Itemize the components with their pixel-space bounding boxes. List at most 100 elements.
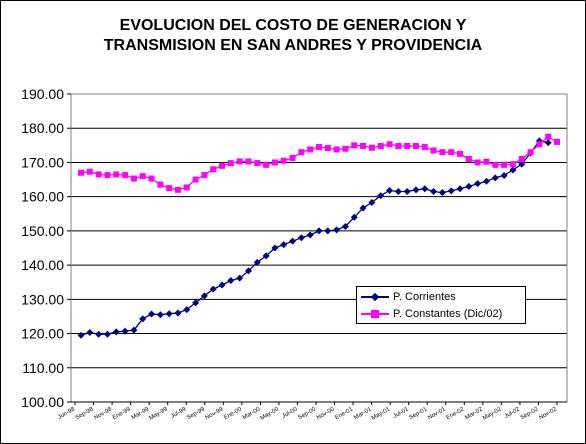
data-point [183,306,191,314]
x-tick-label: Sep-98 [75,406,95,421]
y-tick-label: 130.00 [21,291,64,307]
y-axis: 100.00 110.00 120.00 130.00 140.00 150.00 160.… [21,86,71,410]
x-tick-label: Ene-02 [446,406,466,421]
data-point [192,176,199,183]
data-point [86,168,93,175]
legend: P. Corrientes P. Constantes (Dic/02) [356,286,526,324]
x-tick-label: May-02 [482,406,503,422]
data-point [210,166,217,173]
data-point [412,186,420,194]
x-tick-label: Nov-02 [538,406,558,421]
series-p-constantes [78,133,560,193]
data-point [95,171,102,178]
data-point [78,169,84,176]
x-tick-label: Mar-01 [353,406,373,421]
data-point [509,166,517,174]
x-tick-label: Sep-02 [520,406,540,421]
data-point [456,185,464,193]
data-point [245,158,252,165]
data-point [447,187,455,195]
y-tick-label: 170.00 [21,154,64,170]
data-point [280,157,287,164]
data-point [518,156,525,163]
data-point [148,310,156,318]
x-tick-label: Nov-00 [316,406,336,421]
x-tick-label: Mar-02 [464,406,484,421]
data-point [333,226,341,234]
data-point [271,244,279,252]
data-point [341,222,349,230]
data-point [192,299,200,307]
data-point [227,160,234,167]
y-tick-label: 140.00 [21,257,64,273]
y-tick-label: 190.00 [21,86,64,102]
data-point [200,292,208,300]
x-tick-label: Jul-01 [393,406,411,420]
data-point [130,326,138,334]
series-group [77,133,560,339]
data-point [157,181,164,188]
data-point [500,171,508,179]
gridlines [71,127,567,369]
data-point [280,241,288,249]
data-point [271,159,278,166]
data-point [112,328,120,336]
data-point [412,143,419,150]
data-point [166,185,173,192]
data-point [350,213,358,221]
legend-label-p-constantes: P. Constantes (Dic/02) [393,308,503,320]
data-point [430,147,437,154]
data-point [421,185,429,193]
data-point [227,277,235,285]
data-point [263,161,270,168]
x-tick-label: May-01 [371,406,392,422]
data-point [121,327,129,335]
data-point [483,158,490,165]
data-point [536,141,543,148]
data-point [492,161,499,168]
data-point [253,258,261,266]
data-point [430,188,438,196]
y-tick-label: 100.00 [21,394,64,410]
data-point [86,329,94,337]
data-point [501,161,508,168]
data-point [174,309,182,317]
x-tick-label: Ene-00 [223,406,243,421]
data-point [482,177,490,185]
data-point [395,143,402,150]
legend-swatch-p-constantes [361,308,389,320]
data-point [394,188,402,196]
x-tick-label: May-00 [260,406,281,422]
data-point [438,189,446,197]
data-point [359,204,367,212]
legend-item-p-corrientes: P. Corrientes [361,289,456,305]
data-point [306,231,314,239]
y-tick-label: 180.00 [21,120,64,136]
x-tick-label: Nov-01 [427,406,447,421]
data-point [307,146,314,153]
data-point [377,192,385,200]
chart-title-line-1: EVOLUCION DEL COSTO DE GENERACION Y [119,17,467,34]
legend-swatch-p-corrientes [361,291,389,303]
data-point [324,227,332,235]
x-tick-label: Nov-98 [93,406,113,421]
data-point [554,138,560,145]
plot-area [70,93,568,403]
data-point [457,150,464,157]
data-point [527,149,534,156]
data-point [201,172,208,179]
x-tick-label: Ene-99 [112,406,132,421]
data-point [465,156,472,163]
data-point [544,139,552,147]
data-point [360,143,367,150]
data-point [244,267,252,275]
data-point [165,310,173,318]
y-tick-label: 110.00 [22,360,64,376]
data-point [297,234,305,242]
y-tick-label: 150.00 [21,223,64,239]
data-point [236,158,243,165]
data-point [103,330,111,338]
data-point [545,133,552,140]
data-point [289,154,296,161]
